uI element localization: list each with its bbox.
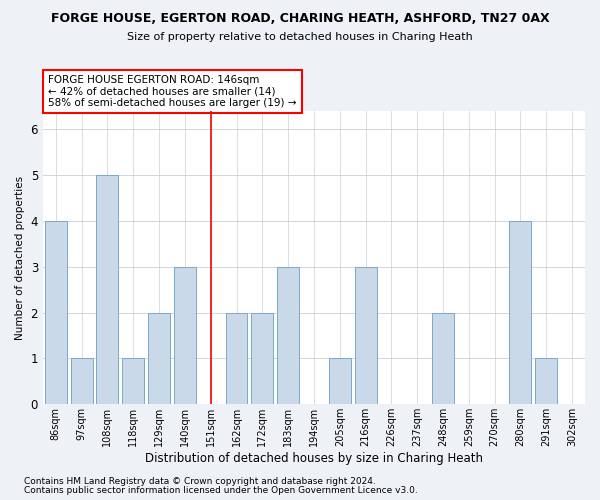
Bar (535, 358, 557, 405)
Bar (355, 267, 377, 404)
X-axis label: Distribution of detached houses by size in Charing Heath: Distribution of detached houses by size … (145, 452, 483, 465)
Text: FORGE HOUSE, EGERTON ROAD, CHARING HEATH, ASHFORD, TN27 0AX: FORGE HOUSE, EGERTON ROAD, CHARING HEATH… (50, 12, 550, 26)
Bar (122, 358, 144, 405)
Bar (148, 312, 170, 404)
Bar (174, 267, 196, 404)
Bar (45, 221, 67, 404)
Y-axis label: Number of detached properties: Number of detached properties (15, 176, 25, 340)
Bar (277, 267, 299, 404)
Bar (329, 358, 351, 405)
Text: Contains public sector information licensed under the Open Government Licence v3: Contains public sector information licen… (24, 486, 418, 495)
Bar (251, 312, 274, 404)
Bar (71, 358, 92, 405)
Bar (97, 175, 118, 404)
Bar (509, 221, 532, 404)
Bar (226, 312, 247, 404)
Bar (432, 312, 454, 404)
Text: FORGE HOUSE EGERTON ROAD: 146sqm
← 42% of detached houses are smaller (14)
58% o: FORGE HOUSE EGERTON ROAD: 146sqm ← 42% o… (49, 75, 297, 108)
Text: Contains HM Land Registry data © Crown copyright and database right 2024.: Contains HM Land Registry data © Crown c… (24, 477, 376, 486)
Text: Size of property relative to detached houses in Charing Heath: Size of property relative to detached ho… (127, 32, 473, 42)
